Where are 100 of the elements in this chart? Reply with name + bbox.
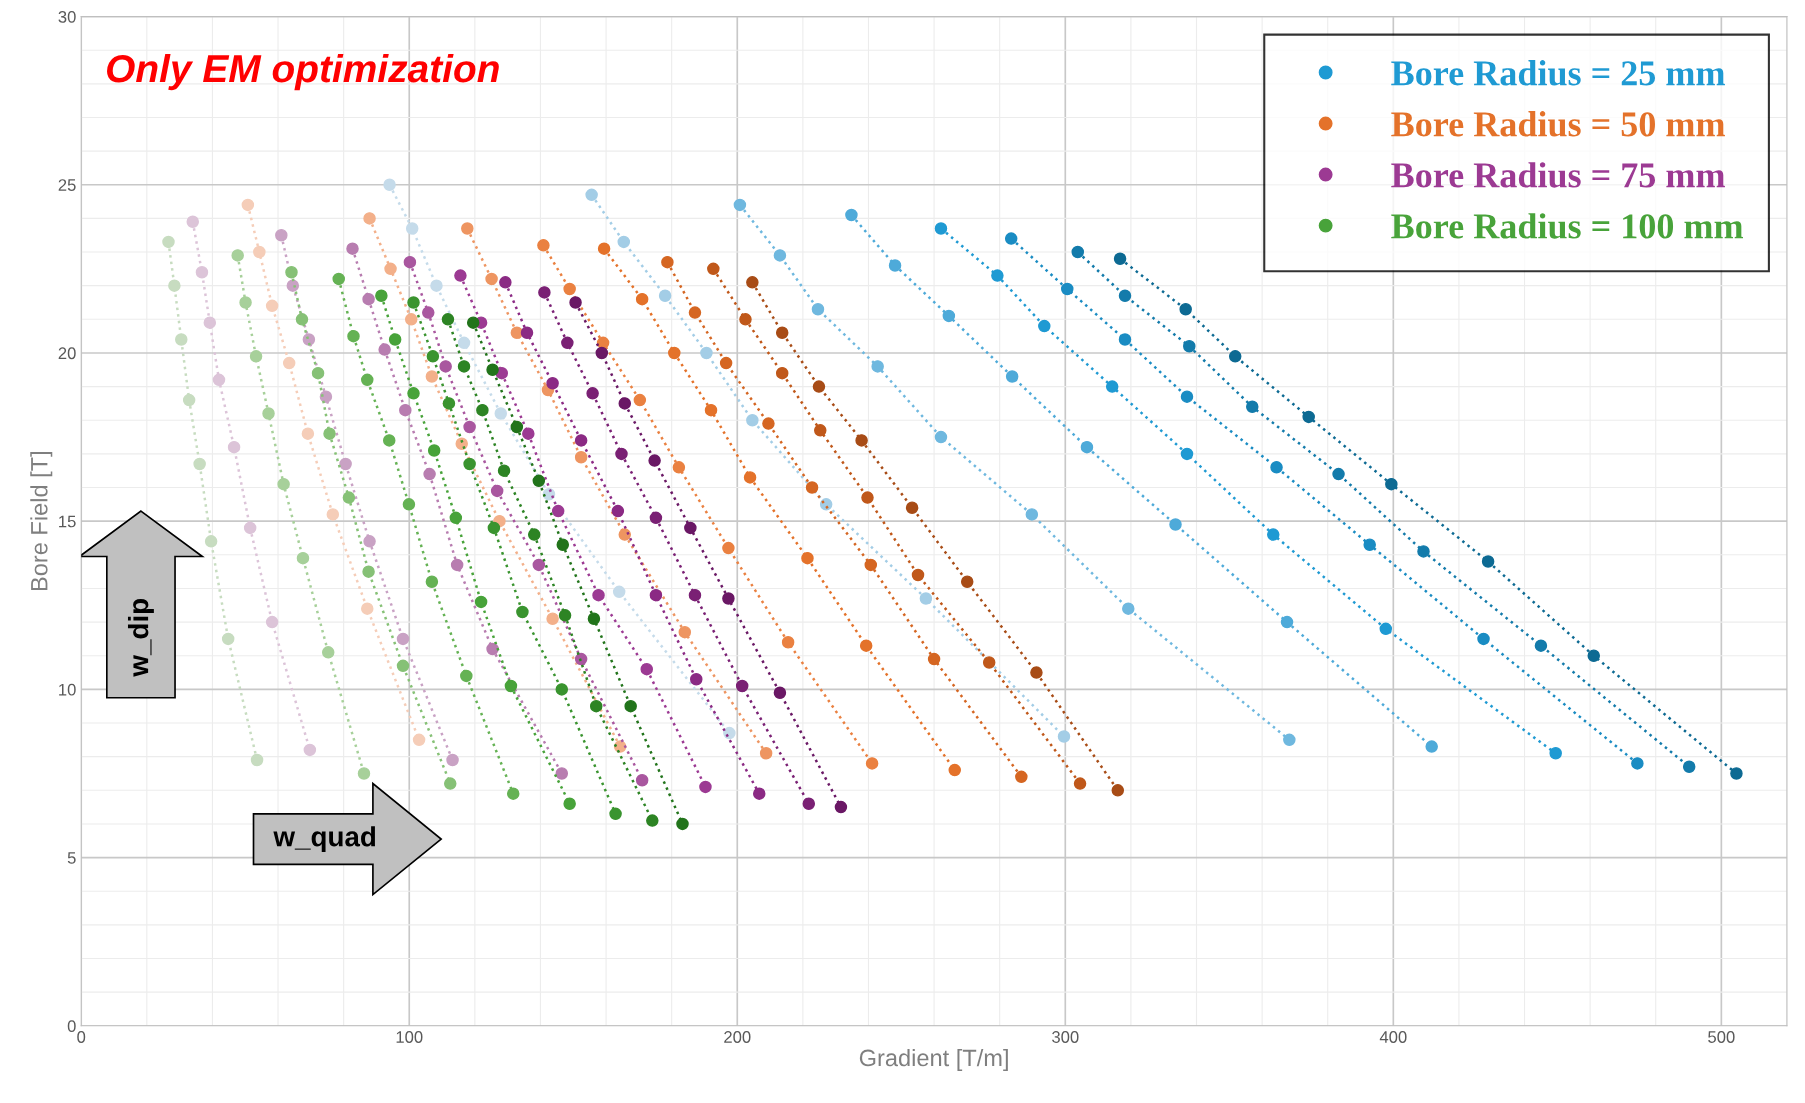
point [934,222,948,235]
point [485,272,498,286]
point [303,743,317,757]
point [618,528,632,541]
point [1549,747,1562,760]
point [1246,400,1259,414]
point [759,747,773,760]
point [1030,666,1043,679]
point [378,343,391,356]
point [1302,410,1315,424]
point [649,588,663,602]
point [460,669,473,683]
annotation: w_quad [273,826,376,853]
point [546,612,559,625]
point [1113,252,1127,266]
x-tick-label: 200 [724,1031,751,1043]
point [1038,319,1051,333]
point [186,215,200,229]
point [295,313,309,326]
point [1631,757,1644,770]
point [361,373,374,387]
point [618,397,632,410]
point [1183,339,1196,353]
point [243,521,257,535]
point [722,541,735,555]
point [450,558,464,572]
point [1283,733,1296,747]
point [388,333,402,346]
point [775,366,789,380]
point [624,699,637,713]
point [563,282,576,296]
legend-label: Bore Radius = 25 mm [1391,60,1725,86]
point [589,699,603,713]
point [555,683,569,696]
point [556,538,570,551]
point [676,817,689,831]
point [1332,467,1345,481]
point [532,474,546,488]
y-axis-title: Bore Field [T] [30,451,53,591]
point [427,444,441,457]
point [1080,440,1094,454]
point [1180,447,1194,461]
point [1169,518,1182,531]
point [546,376,559,390]
point [457,336,471,350]
point [506,787,520,800]
point [486,363,499,377]
point [277,477,290,491]
point [991,269,1004,282]
point [865,757,879,770]
point [250,753,264,767]
point [449,511,463,525]
point [845,208,858,222]
point [802,797,816,811]
point [1105,380,1119,393]
point [231,249,244,262]
point [532,558,546,572]
x-tick-label: 0 [77,1031,86,1043]
annotation: w_dip [127,599,154,677]
point [633,393,647,407]
point [1425,740,1438,753]
point [249,350,263,363]
point [301,427,315,440]
point [347,329,360,343]
point [487,521,501,535]
y-tick-label: 10 [59,683,76,696]
point [522,427,535,440]
point [592,588,605,602]
point [463,420,476,434]
x-tick-label: 300 [1052,1031,1079,1043]
point [668,346,681,360]
point [396,659,410,673]
point [574,652,588,666]
point [864,558,878,572]
point [499,276,512,289]
point [1118,289,1132,303]
point [332,272,345,286]
point [474,595,488,609]
point [537,239,550,252]
point [611,504,625,518]
point [182,393,196,407]
point [948,763,962,777]
point [265,615,279,629]
point [425,370,439,383]
point [490,484,504,498]
y-tick-label: 0 [67,1020,76,1032]
point [982,656,996,669]
point [927,652,941,666]
x-axis-title: Gradient [T/m] [859,1048,1008,1071]
point [162,235,175,249]
point [1071,245,1085,259]
point [722,592,735,605]
point [1682,760,1696,774]
point [446,753,459,767]
point [363,535,376,548]
point [719,356,733,370]
point [346,242,359,255]
point [454,269,467,282]
point [801,551,814,565]
y-tick-label: 5 [67,852,76,864]
